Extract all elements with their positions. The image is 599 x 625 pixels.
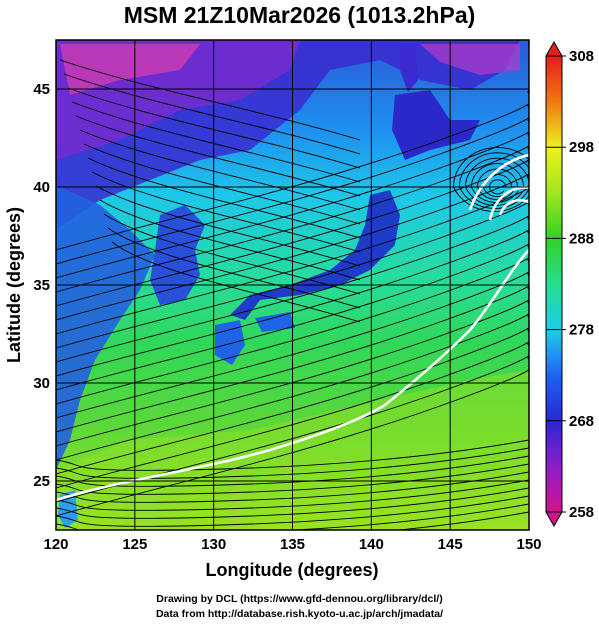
- streamline: [56, 201, 529, 363]
- streamline: [103, 213, 361, 295]
- x-tick-label: 145: [438, 536, 463, 553]
- x-axis-label: Longitude (degrees): [205, 560, 378, 580]
- x-axis-ticks: 120 125 130 135 140 145 150: [43, 536, 541, 553]
- y-tick-label: 45: [33, 81, 50, 98]
- streamline: [63, 73, 361, 155]
- streamline: [56, 243, 529, 405]
- streamline: [56, 89, 529, 251]
- streamline: [99, 199, 361, 281]
- credit-line-data: Data from http://database.rish.kyoto-u.a…: [155, 608, 444, 620]
- streamline: [56, 159, 529, 321]
- streamline: [79, 129, 361, 211]
- colorbar-tick-label: 258: [569, 504, 594, 521]
- streamline: [56, 103, 529, 265]
- y-tick-label: 35: [33, 277, 50, 294]
- streamline: [56, 487, 529, 519]
- plot-frame: [55, 39, 530, 531]
- streamline: [465, 157, 529, 206]
- colorbar-tick-label: 288: [569, 230, 594, 247]
- streamline: [395, 511, 529, 530]
- streamline: [71, 101, 361, 183]
- streamline: [56, 313, 529, 475]
- x-tick-label: 150: [516, 536, 541, 553]
- streamline: [56, 463, 529, 495]
- streamline: [56, 447, 529, 479]
- streamline: [56, 299, 529, 461]
- colorbar-tick-label: 278: [569, 322, 594, 339]
- streamline: [56, 271, 529, 433]
- streamline: [95, 185, 361, 267]
- y-tick-label: 25: [33, 473, 50, 490]
- streamline: [56, 471, 529, 503]
- streamline: [56, 187, 529, 349]
- credit-line-drawing: Drawing by DCL (https://www.gfd-dennou.o…: [156, 593, 443, 605]
- streamline: [56, 173, 529, 335]
- streamline: [111, 241, 361, 323]
- y-axis-ticks: 25 30 35 40 45: [33, 81, 50, 490]
- streamlines: [56, 59, 529, 530]
- streamline: [56, 145, 529, 307]
- streamline: [56, 455, 529, 487]
- streamline: [107, 227, 361, 309]
- x-tick-label: 120: [43, 536, 68, 553]
- streamline: [56, 257, 529, 419]
- streamline: [59, 59, 361, 141]
- streamline: [75, 115, 361, 197]
- colorbar-tick-label: 308: [569, 48, 594, 65]
- streamline: [56, 117, 529, 279]
- streamline: [56, 355, 529, 517]
- x-tick-label: 140: [359, 536, 384, 553]
- streamline: [83, 143, 361, 225]
- colorbar-max-arrow: [545, 40, 563, 57]
- streamline: [91, 171, 361, 253]
- colorbar: 308 298 288 278 268 258: [545, 40, 594, 528]
- streamline: [56, 439, 529, 471]
- streamline: [56, 479, 529, 511]
- map-title: MSM 21Z10Mar2026 (1013.2hPa): [123, 2, 476, 28]
- y-tick-label: 40: [33, 179, 50, 196]
- colorbar-tick-label: 298: [569, 139, 594, 156]
- x-tick-label: 130: [201, 536, 226, 553]
- colorbar-tick-label: 268: [569, 413, 594, 430]
- streamline: [56, 215, 529, 377]
- streamline: [471, 163, 524, 203]
- streamline: [67, 87, 361, 169]
- x-tick-label: 125: [122, 536, 147, 553]
- colorbar-min-arrow: [545, 511, 563, 528]
- streamline: [87, 157, 361, 239]
- streamline: [56, 131, 529, 293]
- streamline: [56, 495, 529, 527]
- streamline: [56, 229, 529, 391]
- streamline: [56, 285, 529, 447]
- y-axis-label: Latitude (degrees): [4, 207, 24, 363]
- y-tick-label: 30: [33, 375, 50, 392]
- pressure-contours: [56, 153, 529, 502]
- x-tick-label: 135: [280, 536, 305, 553]
